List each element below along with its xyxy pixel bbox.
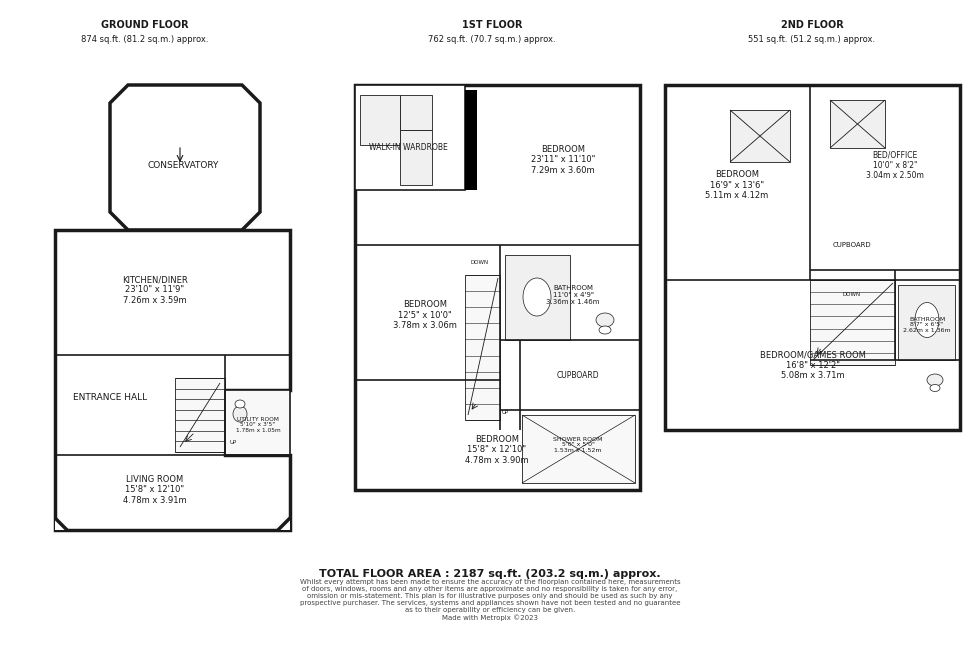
Text: ENTRANCE HALL: ENTRANCE HALL (73, 393, 147, 402)
Bar (355, 85, 640, 490)
Ellipse shape (596, 313, 614, 327)
Text: BEDROOM/GAMES ROOM
16'8" x 12'2"
5.08m x 3.71m: BEDROOM/GAMES ROOM 16'8" x 12'2" 5.08m x… (760, 350, 866, 380)
Ellipse shape (523, 278, 551, 316)
Polygon shape (55, 518, 67, 530)
Bar (810, 280, 895, 365)
Text: BATHROOM
8'7" x 6'5"
2.62m x 1.36m: BATHROOM 8'7" x 6'5" 2.62m x 1.36m (904, 316, 951, 333)
Bar (360, 95, 400, 145)
Bar (665, 85, 960, 430)
Ellipse shape (233, 406, 247, 422)
Text: KITCHEN/DINER
23'10" x 11'9"
7.26m x 3.59m: KITCHEN/DINER 23'10" x 11'9" 7.26m x 3.5… (122, 275, 188, 305)
Bar (898, 285, 955, 360)
Text: 762 sq.ft. (70.7 sq.m.) approx.: 762 sq.ft. (70.7 sq.m.) approx. (428, 36, 556, 44)
Text: UTILITY ROOM
5'10" x 3'5"
1.78m x 1.05m: UTILITY ROOM 5'10" x 3'5" 1.78m x 1.05m (235, 416, 280, 434)
Text: BEDROOM
23'11" x 11'10"
7.29m x 3.60m: BEDROOM 23'11" x 11'10" 7.29m x 3.60m (531, 145, 595, 175)
Ellipse shape (599, 326, 611, 334)
Bar (465, 275, 500, 420)
Bar (830, 100, 885, 148)
Bar (175, 378, 225, 452)
Text: SHOWER ROOM
5'0" x 5'0"
1.53m x 1.52m: SHOWER ROOM 5'0" x 5'0" 1.53m x 1.52m (554, 437, 603, 453)
Bar (465, 90, 477, 190)
Text: GROUND FLOOR: GROUND FLOOR (101, 20, 189, 30)
Bar (505, 255, 570, 340)
Text: DOWN: DOWN (843, 293, 861, 297)
Text: CONSERVATORY: CONSERVATORY (147, 160, 219, 169)
Ellipse shape (915, 303, 939, 338)
Text: UP: UP (229, 440, 236, 444)
Polygon shape (110, 85, 260, 230)
Ellipse shape (927, 374, 943, 386)
Ellipse shape (930, 385, 940, 391)
Polygon shape (278, 518, 290, 530)
Text: DOWN: DOWN (471, 261, 489, 265)
Bar (400, 95, 432, 130)
Text: 1ST FLOOR: 1ST FLOOR (462, 20, 522, 30)
Text: Whilst every attempt has been made to ensure the accuracy of the floorplan conta: Whilst every attempt has been made to en… (300, 579, 680, 621)
Bar (200, 235, 285, 295)
Text: UP: UP (502, 410, 509, 414)
Ellipse shape (235, 400, 245, 408)
Bar (225, 390, 290, 455)
Text: BATHROOM
11'0" x 4'9"
3.36m x 1.46m: BATHROOM 11'0" x 4'9" 3.36m x 1.46m (546, 285, 600, 305)
Bar (228, 396, 252, 424)
Text: BEDROOM
12'5" x 10'0"
3.78m x 3.06m: BEDROOM 12'5" x 10'0" 3.78m x 3.06m (393, 300, 457, 330)
Bar (730, 110, 790, 162)
Text: BEDROOM
16'9" x 13'6"
5.11m x 4.12m: BEDROOM 16'9" x 13'6" 5.11m x 4.12m (706, 170, 768, 200)
Bar (60, 235, 285, 350)
Polygon shape (55, 230, 290, 530)
Text: CUPBOARD: CUPBOARD (833, 242, 871, 248)
Text: 2ND FLOOR: 2ND FLOOR (781, 20, 844, 30)
Text: TOTAL FLOOR AREA : 2187 sq.ft. (203.2 sq.m.) approx.: TOTAL FLOOR AREA : 2187 sq.ft. (203.2 sq… (319, 569, 661, 579)
Text: 874 sq.ft. (81.2 sq.m.) approx.: 874 sq.ft. (81.2 sq.m.) approx. (81, 36, 209, 44)
Text: 551 sq.ft. (51.2 sq.m.) approx.: 551 sq.ft. (51.2 sq.m.) approx. (749, 36, 875, 44)
Text: CUPBOARD: CUPBOARD (557, 371, 600, 379)
Bar (355, 85, 465, 190)
Bar (522, 415, 635, 483)
Text: BED/OFFICE
10'0" x 8'2"
3.04m x 2.50m: BED/OFFICE 10'0" x 8'2" 3.04m x 2.50m (866, 150, 924, 180)
Text: LIVING ROOM
15'8" x 12'10"
4.78m x 3.91m: LIVING ROOM 15'8" x 12'10" 4.78m x 3.91m (123, 475, 187, 505)
Bar (400, 130, 432, 185)
Text: BEDROOM
15'8" x 12'10"
4.78m x 3.90m: BEDROOM 15'8" x 12'10" 4.78m x 3.90m (466, 435, 529, 465)
Text: WALK-IN WARDROBE: WALK-IN WARDROBE (368, 144, 448, 152)
